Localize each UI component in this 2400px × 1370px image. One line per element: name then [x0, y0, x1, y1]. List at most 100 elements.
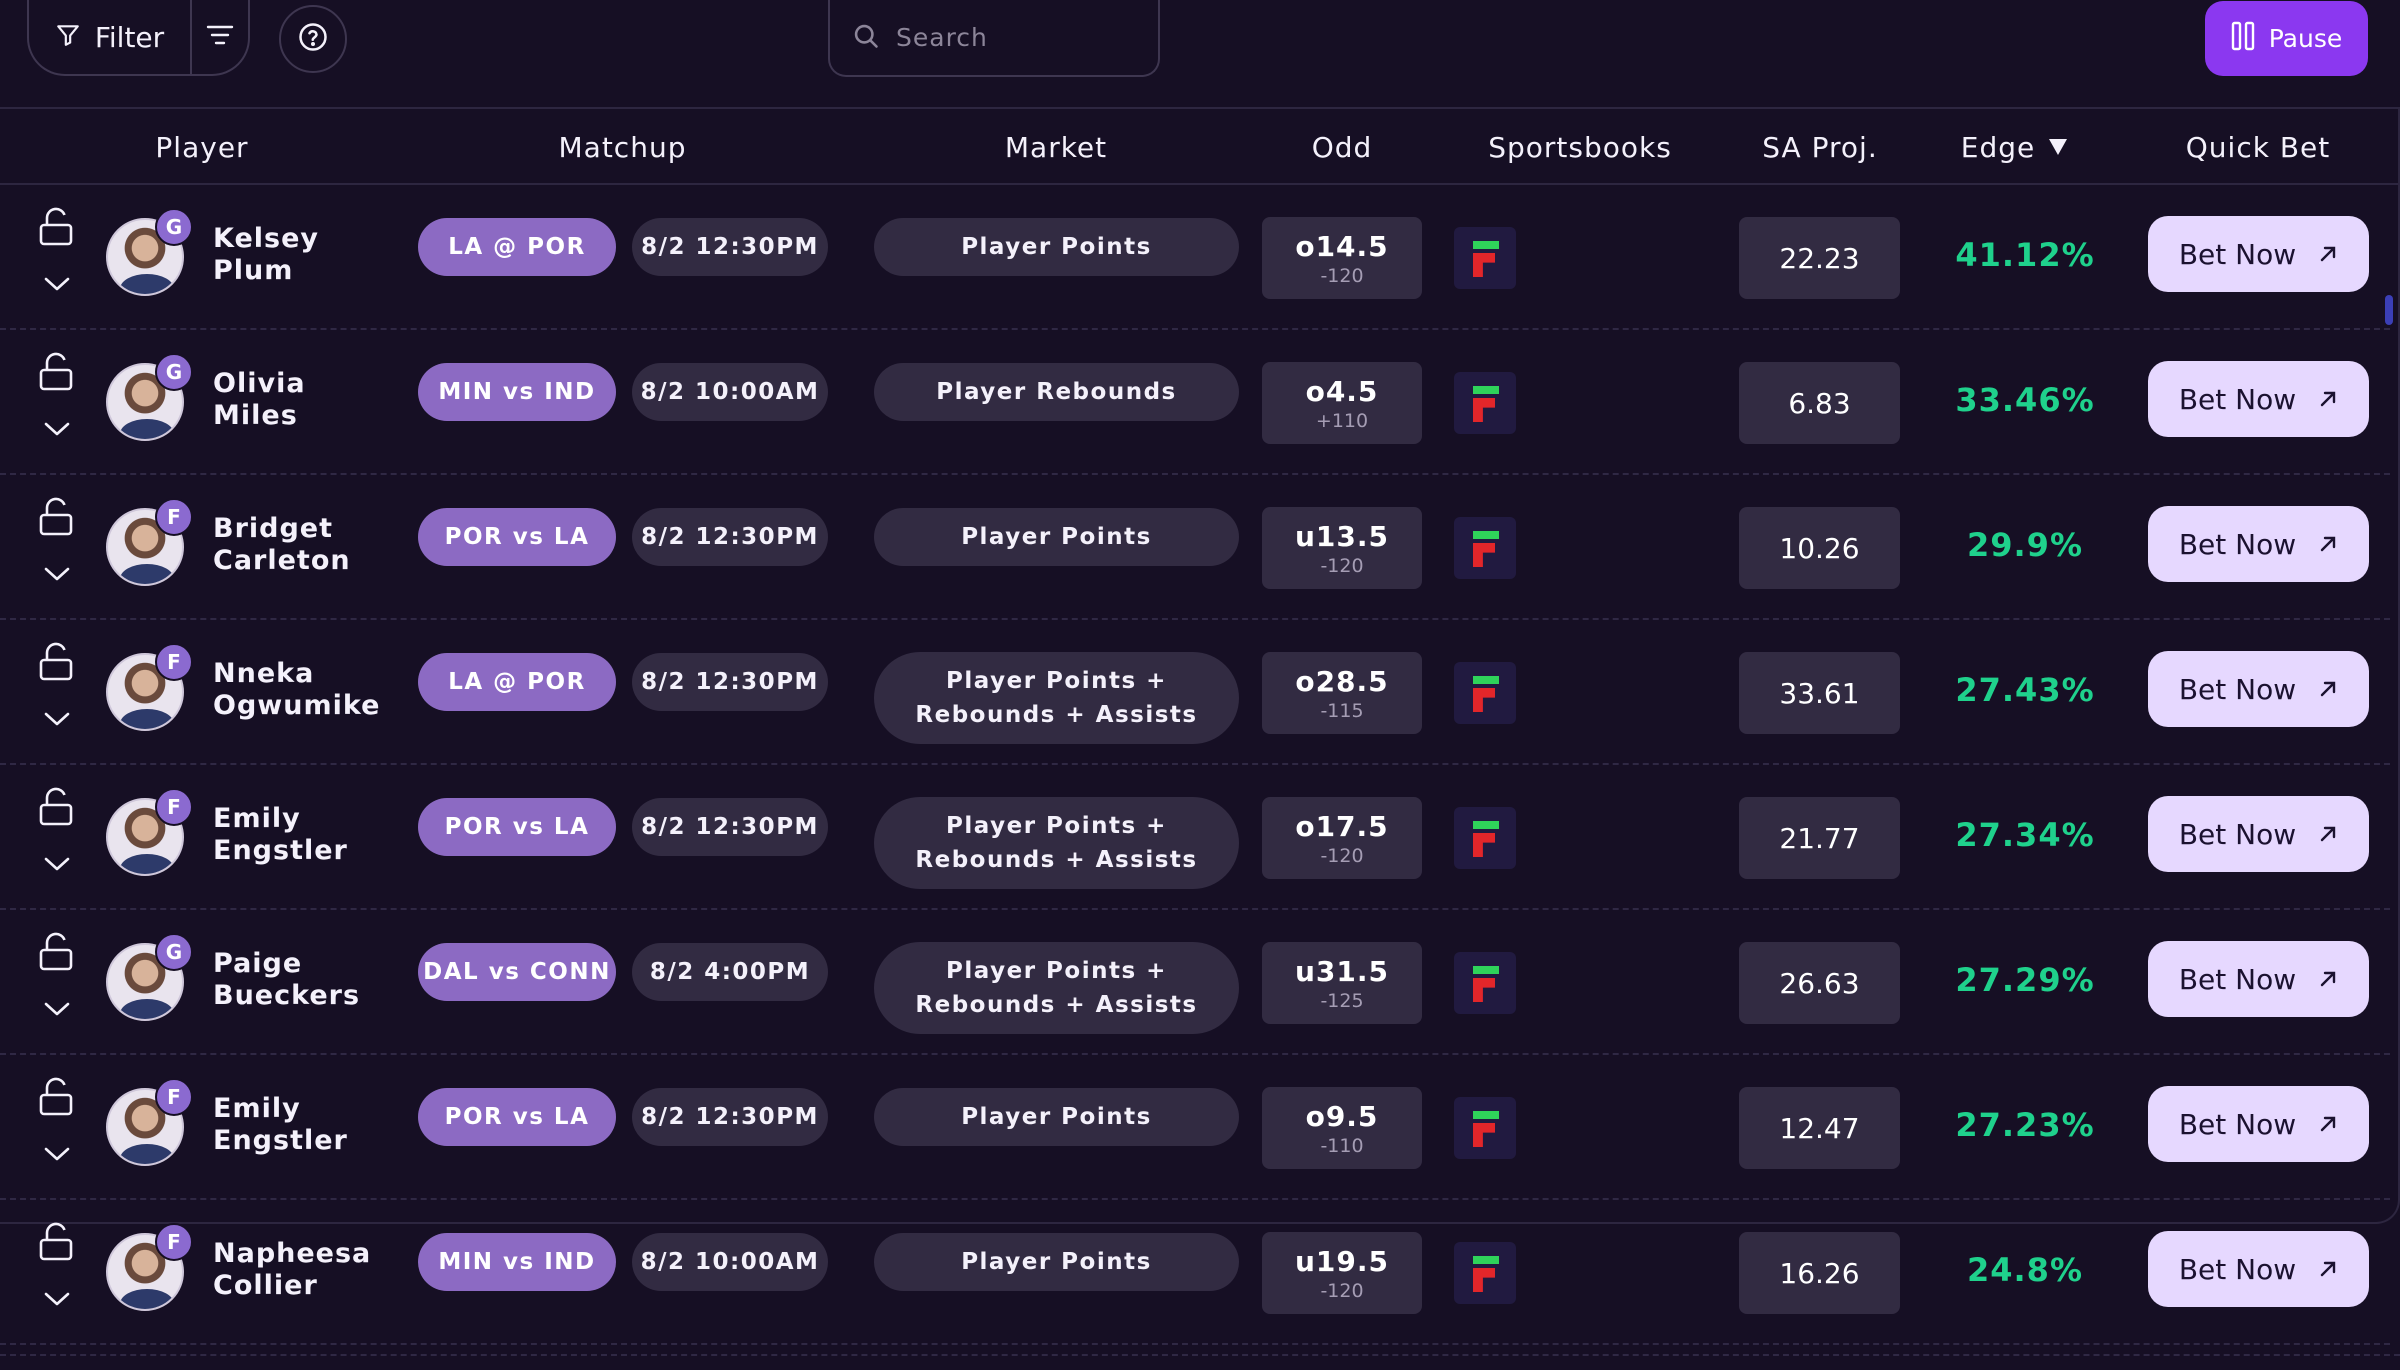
player-name[interactable]: Emily Engstler — [213, 1093, 348, 1156]
player-name[interactable]: Emily Engstler — [213, 803, 348, 866]
unlock-icon[interactable] — [38, 932, 78, 976]
sportsbook-logo-icon[interactable] — [1454, 1097, 1516, 1159]
chevron-down-icon[interactable] — [42, 710, 72, 732]
sportsbook-logo-icon[interactable] — [1454, 372, 1516, 434]
chevron-down-icon[interactable] — [42, 1290, 72, 1312]
sportsbook-logo-icon[interactable] — [1454, 517, 1516, 579]
table-row: G Olivia Miles MIN vs IND 8/2 10:00AM Pl… — [0, 330, 2390, 475]
sportsbook-logo-icon[interactable] — [1454, 807, 1516, 869]
bet-now-button[interactable]: Bet Now — [2148, 361, 2369, 437]
column-header-matchup[interactable]: Matchup — [558, 130, 687, 164]
sort-lines-icon — [205, 22, 235, 52]
unlock-icon[interactable] — [38, 497, 78, 541]
sa-projection: 26.63 — [1739, 942, 1900, 1024]
game-time-pill: 8/2 12:30PM — [632, 798, 828, 856]
filter-button[interactable]: Filter — [29, 0, 192, 74]
player-name[interactable]: Nneka Ogwumike — [213, 658, 381, 721]
arrow-up-right-icon — [2318, 818, 2338, 851]
position-badge: G — [155, 353, 193, 391]
odd-box: u31.5 -125 — [1262, 942, 1422, 1024]
column-header-edge[interactable]: Edge — [1960, 109, 2070, 185]
bet-now-button[interactable]: Bet Now — [2148, 1231, 2369, 1307]
bet-now-button[interactable]: Bet Now — [2148, 216, 2369, 292]
player-name[interactable]: Paige Bueckers — [213, 948, 361, 1011]
market-pill: Player Points — [874, 1088, 1239, 1146]
chevron-down-icon[interactable] — [42, 1145, 72, 1167]
sort-options-button[interactable] — [192, 0, 248, 74]
column-header-player[interactable]: Player — [155, 130, 249, 164]
column-header-quick-bet[interactable]: Quick Bet — [2185, 130, 2331, 164]
market-pill: Player Points + Rebounds + Assists — [874, 797, 1239, 889]
bet-now-label: Bet Now — [2178, 237, 2297, 271]
arrow-up-right-icon — [2318, 383, 2338, 416]
column-header-market[interactable]: Market — [1004, 130, 1108, 164]
search-box[interactable] — [828, 0, 1160, 77]
matchup-pill: POR vs LA — [418, 508, 616, 566]
unlock-icon[interactable] — [38, 352, 78, 396]
bet-now-button[interactable]: Bet Now — [2148, 1086, 2369, 1162]
sportsbook-logo-icon[interactable] — [1454, 227, 1516, 289]
chevron-down-icon[interactable] — [42, 420, 72, 442]
sa-projection: 16.26 — [1739, 1232, 1900, 1314]
bet-now-button[interactable]: Bet Now — [2148, 506, 2369, 582]
table-header: Player Matchup Market Odd Sportsbooks SA… — [0, 109, 2400, 185]
toolbar-divider — [0, 107, 2400, 109]
pause-button[interactable]: Pause — [2205, 1, 2368, 76]
arrow-up-right-icon — [2318, 1108, 2338, 1141]
odd-price: +110 — [1315, 409, 1369, 432]
chevron-down-icon[interactable] — [42, 1000, 72, 1022]
edge-value: 33.46% — [1955, 381, 2095, 419]
matchup-pill: MIN vs IND — [418, 1233, 616, 1291]
search-input[interactable] — [896, 23, 1136, 52]
arrow-up-right-icon — [2318, 963, 2338, 996]
unlock-icon[interactable] — [38, 207, 78, 251]
unlock-icon[interactable] — [38, 787, 78, 831]
bet-now-label: Bet Now — [2178, 962, 2297, 996]
unlock-icon[interactable] — [38, 1077, 78, 1121]
sportsbook-logo-icon[interactable] — [1454, 1242, 1516, 1304]
odd-box: u13.5 -120 — [1262, 507, 1422, 589]
player-name[interactable]: Napheesa Collier — [213, 1238, 372, 1301]
sa-projection: 33.61 — [1739, 652, 1900, 734]
bet-now-button[interactable]: Bet Now — [2148, 651, 2369, 727]
player-name[interactable]: Bridget Carleton — [213, 513, 351, 576]
bet-now-button[interactable]: Bet Now — [2148, 796, 2369, 872]
position-badge: F — [155, 788, 193, 826]
bet-now-label: Bet Now — [2178, 1252, 2297, 1286]
game-time-pill: 8/2 12:30PM — [632, 1088, 828, 1146]
column-header-odd[interactable]: Odd — [1311, 130, 1373, 164]
chevron-down-icon[interactable] — [42, 275, 72, 297]
game-time-pill: 8/2 12:30PM — [632, 653, 828, 711]
player-name[interactable]: Kelsey Plum — [213, 223, 319, 286]
column-header-sa-proj[interactable]: SA Proj. — [1762, 130, 1878, 164]
position-badge: F — [155, 1223, 193, 1261]
position-badge: F — [155, 1078, 193, 1116]
market-pill: Player Points — [874, 1233, 1239, 1291]
sportsbook-logo-icon[interactable] — [1454, 662, 1516, 724]
column-header-sportsbooks[interactable]: Sportsbooks — [1488, 130, 1672, 164]
odd-line: o17.5 — [1295, 809, 1389, 843]
odd-price: -125 — [1320, 989, 1364, 1012]
odd-price: -115 — [1320, 699, 1364, 722]
odd-line: u31.5 — [1294, 954, 1390, 988]
help-button[interactable] — [279, 5, 347, 73]
unlock-icon[interactable] — [38, 642, 78, 686]
arrow-up-right-icon — [2318, 238, 2338, 271]
table-row: F Napheesa Collier MIN vs IND 8/2 10:00A… — [0, 1200, 2390, 1345]
scrollbar-thumb[interactable] — [2385, 295, 2393, 325]
odd-line: o4.5 — [1305, 374, 1379, 408]
table-row: F Bridget Carleton POR vs LA 8/2 12:30PM… — [0, 475, 2390, 620]
chevron-down-icon[interactable] — [42, 565, 72, 587]
sa-projection: 10.26 — [1739, 507, 1900, 589]
position-badge: F — [155, 498, 193, 536]
unlock-icon[interactable] — [38, 1222, 78, 1266]
bet-now-button[interactable]: Bet Now — [2148, 941, 2369, 1017]
sportsbook-logo-icon[interactable] — [1454, 952, 1516, 1014]
game-time-pill: 8/2 12:30PM — [632, 218, 828, 276]
search-icon — [852, 22, 880, 54]
chevron-down-icon[interactable] — [42, 855, 72, 877]
player-name[interactable]: Olivia Miles — [213, 368, 306, 431]
bet-now-label: Bet Now — [2178, 672, 2297, 706]
market-pill: Player Points + Rebounds + Assists — [874, 942, 1239, 1034]
odd-price: -120 — [1320, 264, 1364, 287]
